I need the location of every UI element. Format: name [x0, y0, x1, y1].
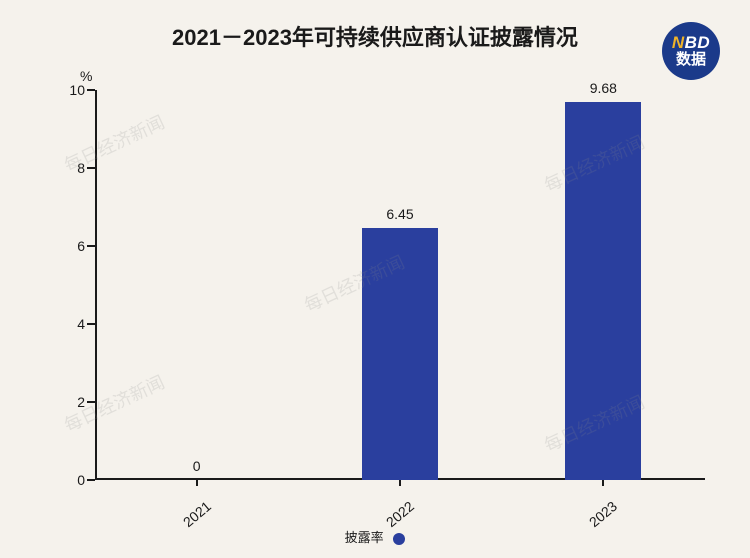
badge-n: N: [672, 33, 685, 52]
bar: [565, 102, 641, 480]
badge-line2: 数据: [676, 52, 706, 68]
y-tick: [87, 245, 95, 247]
legend: 披露率: [0, 527, 750, 546]
legend-swatch: [393, 533, 405, 545]
x-category-label: 2022: [383, 498, 417, 530]
y-tick-label: 2: [55, 394, 85, 410]
bar: [362, 228, 438, 480]
y-tick-label: 10: [55, 82, 85, 98]
bar-value-label: 9.68: [590, 80, 617, 96]
bar-value-label: 0: [193, 458, 201, 474]
chart-container: 2021－2023年可持续供应商认证披露情况 NBD 数据 % 02468102…: [0, 0, 750, 558]
plot-area: % 02468102021020226.4520239.68: [95, 90, 705, 480]
chart-title: 2021－2023年可持续供应商认证披露情况: [30, 20, 720, 52]
y-tick-label: 6: [55, 238, 85, 254]
x-category-label: 2021: [180, 498, 214, 530]
x-tick: [399, 480, 401, 486]
y-tick: [87, 401, 95, 403]
badge-d: D: [697, 33, 710, 52]
x-category-label: 2023: [586, 498, 620, 530]
y-tick: [87, 89, 95, 91]
legend-label: 披露率: [345, 530, 384, 545]
y-tick-label: 0: [55, 472, 85, 488]
x-tick: [196, 480, 198, 486]
y-tick-label: 4: [55, 316, 85, 332]
badge-line1: NBD: [672, 34, 710, 52]
bar-value-label: 6.45: [386, 206, 413, 222]
y-tick: [87, 323, 95, 325]
badge-b: B: [685, 33, 698, 52]
y-tick: [87, 167, 95, 169]
y-tick: [87, 479, 95, 481]
y-tick-label: 8: [55, 160, 85, 176]
nbd-badge: NBD 数据: [662, 22, 720, 80]
y-axis: [95, 90, 97, 480]
x-tick: [602, 480, 604, 486]
